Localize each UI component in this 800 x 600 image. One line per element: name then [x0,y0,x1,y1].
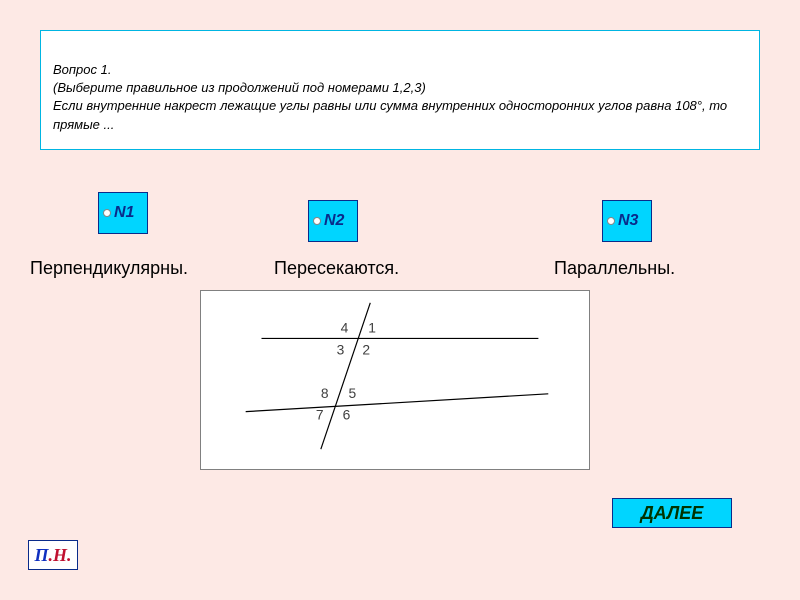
question-box: Вопрос 1. (Выберите правильное из продол… [40,30,760,150]
question-body: Если внутренние накрест лежащие углы рав… [53,97,747,133]
radio-dot-icon [103,209,111,217]
logo-dot-2: . [67,545,72,566]
answer-text-1: Перпендикулярны. [30,258,188,279]
question-subtitle: (Выберите правильное из продолжений под … [53,79,747,97]
radio-dot-icon [607,217,615,225]
svg-text:8: 8 [321,385,329,401]
option-button-n3[interactable]: N3 [602,200,652,242]
svg-text:5: 5 [349,385,357,401]
option-label: N1 [114,204,134,222]
answer-text-3: Параллельны. [554,258,675,279]
svg-text:2: 2 [362,341,370,357]
logo-badge: П.Н. [28,540,78,570]
next-button[interactable]: ДАЛЕЕ [612,498,732,528]
logo-letter-n: Н [53,545,67,566]
angles-diagram: 4 1 3 2 8 5 7 6 [201,291,589,469]
svg-text:3: 3 [337,341,345,357]
option-button-n1[interactable]: N1 [98,192,148,234]
svg-text:4: 4 [341,320,349,336]
logo-letter-p: П [34,545,48,566]
answer-text-2: Пересекаются. [274,258,399,279]
option-button-n2[interactable]: N2 [308,200,358,242]
svg-text:7: 7 [316,407,324,423]
option-label: N3 [618,212,638,230]
svg-text:1: 1 [368,320,376,336]
question-title: Вопрос 1. [53,61,747,79]
svg-text:6: 6 [343,407,351,423]
radio-dot-icon [313,217,321,225]
option-label: N2 [324,212,344,230]
diagram-box: 4 1 3 2 8 5 7 6 [200,290,590,470]
next-button-label: ДАЛЕЕ [641,503,704,524]
